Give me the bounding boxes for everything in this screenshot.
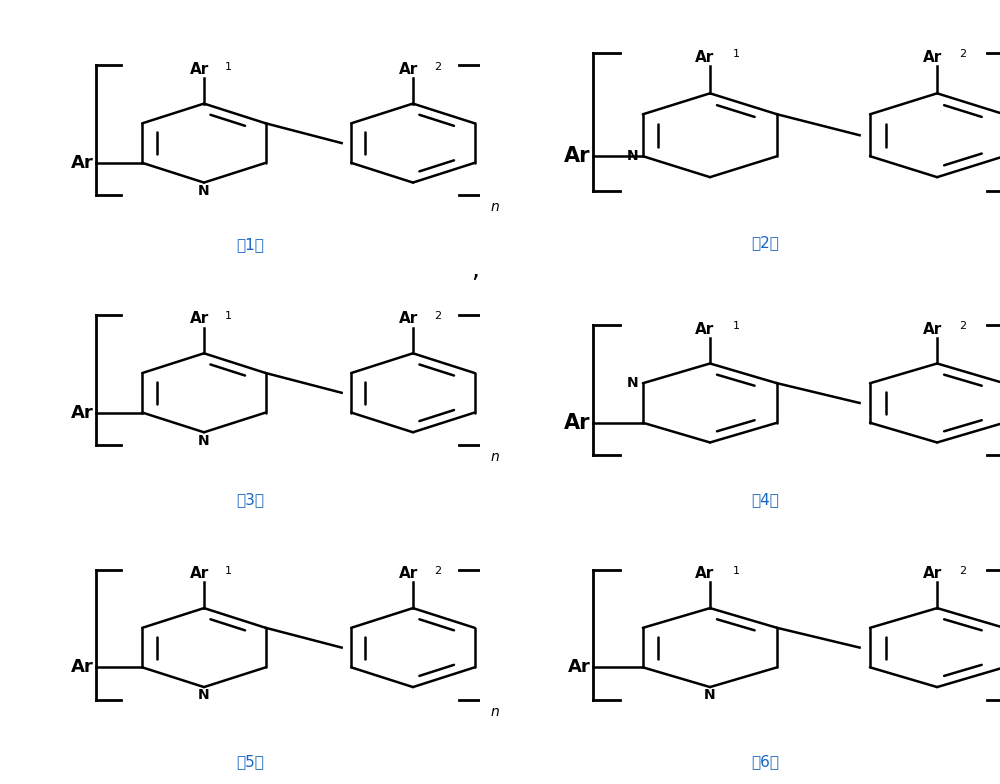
Text: N: N: [198, 688, 210, 702]
Text: N: N: [198, 184, 210, 198]
Text: （6）: （6）: [751, 754, 779, 770]
Text: （1）: （1）: [236, 238, 264, 252]
Text: Ar: Ar: [190, 311, 209, 326]
Text: 2: 2: [960, 566, 967, 576]
Text: Ar: Ar: [695, 49, 715, 65]
Text: 1: 1: [732, 321, 740, 332]
Text: N: N: [198, 434, 210, 448]
Text: Ar: Ar: [564, 412, 590, 433]
Text: Ar: Ar: [922, 49, 942, 65]
Text: Ar: Ar: [922, 566, 942, 581]
Text: Ar: Ar: [190, 62, 209, 77]
Text: Ar: Ar: [399, 62, 418, 77]
Text: Ar: Ar: [399, 566, 418, 581]
Text: 2: 2: [960, 49, 967, 60]
Text: 2: 2: [434, 311, 441, 321]
Text: n: n: [491, 201, 500, 214]
Text: 2: 2: [960, 321, 967, 332]
Text: 2: 2: [434, 62, 441, 71]
Text: n: n: [491, 705, 500, 719]
Text: Ar: Ar: [71, 659, 94, 677]
Text: Ar: Ar: [922, 321, 942, 336]
Text: 1: 1: [225, 566, 232, 576]
Text: 2: 2: [434, 566, 441, 576]
Text: 1: 1: [732, 49, 740, 60]
Text: （2）: （2）: [751, 235, 779, 250]
Text: Ar: Ar: [71, 404, 94, 422]
Text: N: N: [626, 149, 638, 163]
Text: N: N: [626, 376, 638, 390]
Text: N: N: [704, 688, 716, 702]
Text: Ar: Ar: [568, 659, 590, 677]
Text: （5）: （5）: [236, 754, 264, 770]
Text: 1: 1: [732, 566, 740, 576]
Text: （4）: （4）: [751, 492, 779, 507]
Text: n: n: [491, 450, 500, 464]
Text: Ar: Ar: [695, 321, 715, 336]
Text: （3）: （3）: [236, 492, 264, 507]
Text: Ar: Ar: [399, 311, 418, 326]
Text: Ar: Ar: [564, 146, 590, 166]
Text: Ar: Ar: [71, 154, 94, 172]
Text: Ar: Ar: [695, 566, 715, 581]
Text: 1: 1: [225, 62, 232, 71]
Text: ,: ,: [471, 259, 479, 282]
Text: Ar: Ar: [190, 566, 209, 581]
Text: 1: 1: [225, 311, 232, 321]
